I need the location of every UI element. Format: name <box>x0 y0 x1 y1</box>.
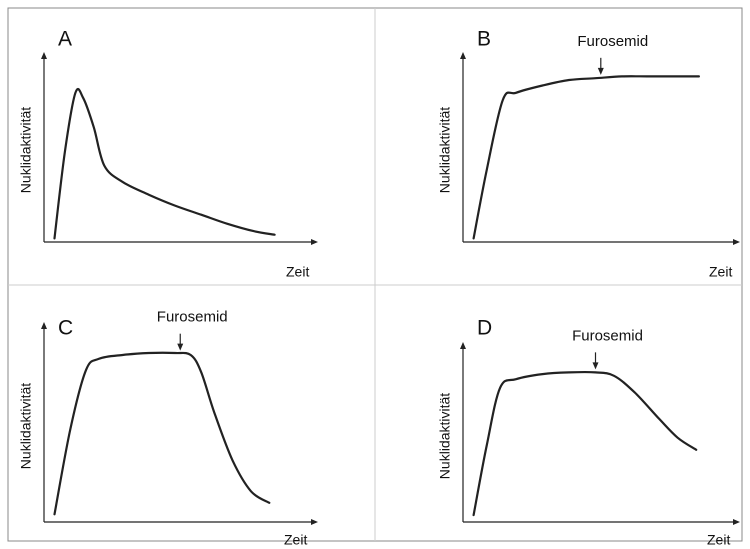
panel-label-b: B <box>477 28 491 51</box>
x-axis-arrow-d <box>733 519 740 525</box>
x-axis-label-c: Zeit <box>284 532 307 548</box>
annotation-label-b: Furosemid <box>577 33 648 50</box>
curve-b <box>472 75 700 240</box>
panel-label-a: A <box>58 28 72 51</box>
panel-d: D Zeit Nuklidaktivität Furosemid <box>437 317 740 548</box>
y-axis-arrow-b <box>460 52 466 59</box>
panel-c: C Zeit Nuklidaktivität Furosemid <box>18 309 318 548</box>
y-axis-arrow-d <box>460 342 466 349</box>
x-axis-label-b: Zeit <box>709 264 732 280</box>
annotation-arrowhead-c <box>177 343 184 351</box>
annotation-label-d: Furosemid <box>572 327 643 344</box>
panel-b: B Zeit Nuklidaktivität Furosemid <box>437 28 740 280</box>
annotation-arrowhead-b <box>597 67 604 75</box>
y-axis-label-d: Nuklidaktivität <box>437 393 453 479</box>
x-axis-arrow-b <box>733 239 740 245</box>
curve-d <box>472 370 698 517</box>
curve-a <box>53 88 276 240</box>
x-axis-label-d: Zeit <box>707 532 730 548</box>
panel-label-d: D <box>477 317 492 340</box>
curve-c <box>53 351 271 516</box>
x-axis-arrow-a <box>311 239 318 245</box>
y-axis-label-a: Nuklidaktivität <box>18 107 34 193</box>
panel-label-c: C <box>58 317 73 340</box>
y-axis-arrow-c <box>41 322 47 329</box>
annotation-label-c: Furosemid <box>157 309 228 326</box>
y-axis-label-c: Nuklidaktivität <box>18 383 34 469</box>
x-axis-arrow-c <box>311 519 318 525</box>
annotation-arrowhead-d <box>592 362 599 370</box>
x-axis-label-a: Zeit <box>286 264 309 280</box>
y-axis-arrow-a <box>41 52 47 59</box>
panel-a: A Zeit Nuklidaktivität <box>18 28 318 280</box>
y-axis-label-b: Nuklidaktivität <box>437 107 453 193</box>
